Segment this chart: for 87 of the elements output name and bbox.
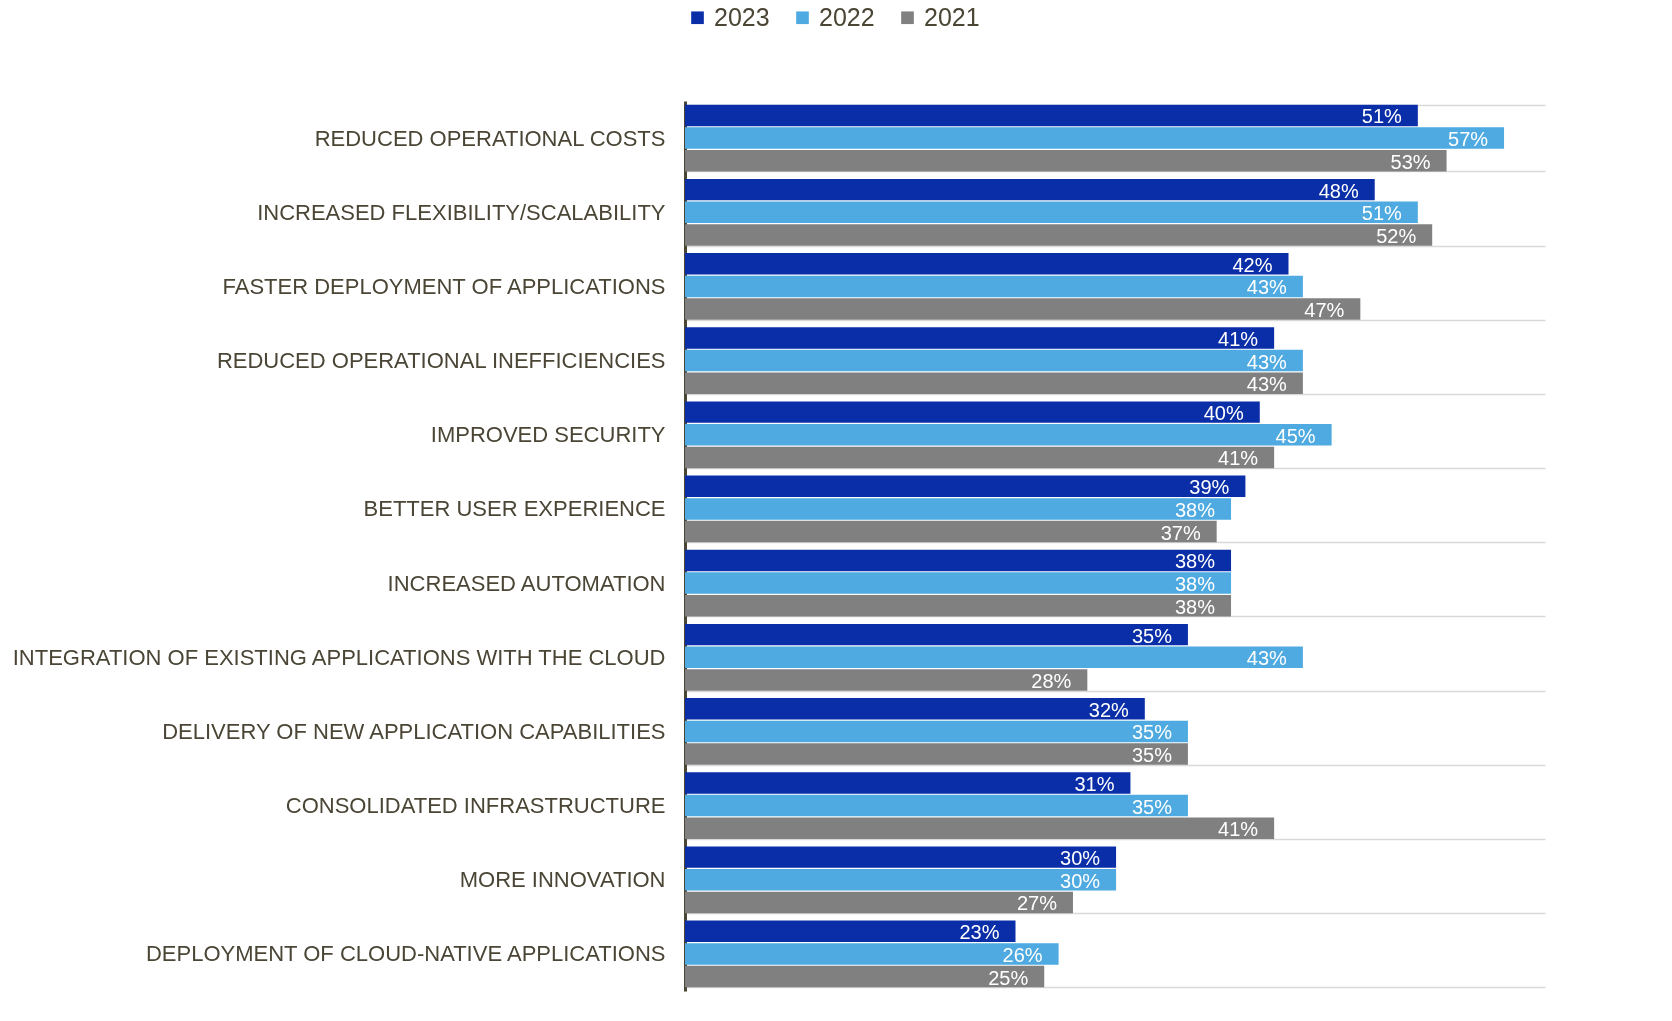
bar — [685, 869, 1117, 891]
data-label: 35% — [1131, 624, 1173, 647]
data-label: 31% — [1074, 772, 1115, 795]
bar — [685, 891, 1073, 914]
bar — [685, 743, 1188, 765]
bar — [685, 327, 1275, 349]
bar — [685, 224, 1433, 246]
data-label: 51% — [1361, 202, 1403, 225]
legend-label: 2021 — [924, 2, 980, 31]
data-label: 35% — [1131, 721, 1173, 744]
bar — [685, 794, 1188, 817]
bar — [685, 572, 1232, 594]
data-label: 41% — [1218, 818, 1259, 841]
bar — [685, 698, 1145, 720]
data-label: 35% — [1131, 744, 1173, 767]
bar — [685, 275, 1303, 298]
bar — [685, 349, 1303, 372]
data-label: 42% — [1232, 253, 1273, 276]
bar — [685, 149, 1447, 172]
data-label: 45% — [1275, 424, 1316, 447]
data-label: 30% — [1060, 847, 1101, 870]
data-label: 39% — [1189, 476, 1230, 499]
bar — [685, 943, 1059, 965]
data-label: 38% — [1175, 573, 1216, 596]
y-tick-label: BETTER USER EXPERIENCE — [363, 496, 666, 522]
bar — [685, 424, 1332, 446]
bar — [685, 965, 1045, 988]
bar — [685, 772, 1131, 794]
bar — [685, 646, 1303, 668]
data-label: 38% — [1175, 498, 1216, 521]
data-label: 30% — [1060, 869, 1101, 892]
data-label: 27% — [1016, 892, 1058, 915]
data-label: 43% — [1246, 276, 1288, 299]
bar — [685, 401, 1260, 423]
y-tick-label: REDUCED OPERATIONAL COSTS — [314, 125, 666, 151]
data-label: 41% — [1218, 447, 1259, 470]
bar — [685, 298, 1361, 320]
bar — [685, 817, 1275, 839]
data-label: 28% — [1031, 669, 1072, 692]
bar — [685, 104, 1418, 127]
data-label: 40% — [1203, 402, 1244, 425]
bar — [685, 201, 1418, 223]
bar — [685, 520, 1217, 543]
bar — [685, 253, 1289, 275]
data-label: 23% — [959, 921, 1000, 944]
data-label: 51% — [1361, 105, 1403, 128]
bar — [685, 720, 1188, 743]
bar — [685, 178, 1375, 201]
y-tick-label: CONSOLIDATED INFRASTRUCTURE — [285, 793, 666, 819]
data-label: 35% — [1131, 795, 1173, 818]
data-label: 25% — [988, 966, 1029, 989]
y-tick-label: MORE INNOVATION — [459, 867, 666, 893]
data-label: 47% — [1304, 299, 1345, 322]
y-tick-label: INCREASED FLEXIBILITY/SCALABILITY — [257, 199, 666, 225]
y-tick-label: DEPLOYMENT OF CLOUD-NATIVE APPLICATIONS — [145, 941, 666, 967]
bar — [685, 920, 1016, 943]
data-label: 53% — [1390, 150, 1431, 173]
data-label: 48% — [1318, 179, 1359, 202]
data-label: 43% — [1246, 647, 1288, 670]
data-label: 26% — [1002, 943, 1043, 966]
legend-label: 2023 — [714, 2, 770, 31]
data-label: 57% — [1448, 128, 1489, 151]
data-label: 38% — [1175, 550, 1216, 573]
bar — [685, 846, 1117, 868]
bar — [685, 372, 1303, 394]
bar — [685, 594, 1232, 617]
legend-label: 2022 — [819, 2, 875, 31]
y-tick-label: FASTER DEPLOYMENT OF APPLICATIONS — [222, 273, 666, 299]
data-label: 41% — [1218, 327, 1259, 350]
bar — [685, 498, 1232, 520]
y-tick-label: INTEGRATION OF EXISTING APPLICATIONS WITH THE CLOUD — [12, 644, 666, 670]
data-label: 38% — [1175, 595, 1216, 618]
y-tick-label: INCREASED AUTOMATION — [387, 570, 666, 596]
bar — [685, 669, 1088, 691]
y-tick-label: REDUCED OPERATIONAL INEFFICIENCIES — [216, 348, 666, 374]
data-label: 43% — [1246, 350, 1288, 373]
bar — [685, 127, 1505, 149]
bar — [685, 446, 1275, 469]
y-tick-label: DELIVERY OF NEW APPLICATION CAPABILITIES — [162, 718, 666, 744]
bar — [685, 549, 1232, 572]
bar — [685, 475, 1246, 498]
bar — [685, 623, 1188, 646]
data-label: 52% — [1376, 224, 1417, 247]
data-label: 32% — [1088, 698, 1130, 721]
y-tick-label: IMPROVED SECURITY — [430, 422, 666, 448]
data-label: 43% — [1246, 373, 1288, 396]
data-label: 37% — [1160, 521, 1201, 544]
